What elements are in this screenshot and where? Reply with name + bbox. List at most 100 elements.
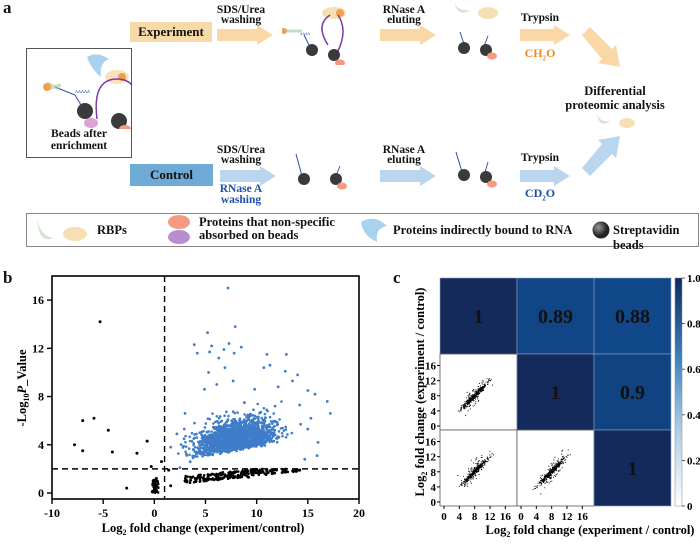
rbps-legend-icon xyxy=(37,220,87,241)
data-point xyxy=(538,481,540,483)
ctrl-step2-label-2: eluting xyxy=(387,154,421,166)
data-point xyxy=(480,390,482,392)
y-tick-label: 0 xyxy=(431,497,437,509)
x-tick-label: -5 xyxy=(98,506,108,520)
data-point xyxy=(223,444,226,447)
data-point xyxy=(478,383,480,385)
data-point xyxy=(553,468,555,470)
data-point xyxy=(268,469,272,473)
y-tick-label: 8 xyxy=(431,391,437,403)
data-point xyxy=(561,453,563,455)
data-point xyxy=(268,415,272,419)
data-point xyxy=(238,423,242,427)
data-point xyxy=(218,443,221,446)
data-point xyxy=(554,464,556,466)
data-point xyxy=(475,394,477,396)
data-point xyxy=(476,457,478,459)
data-point xyxy=(223,440,226,443)
data-point xyxy=(255,438,259,442)
data-point xyxy=(481,383,483,385)
data-point xyxy=(184,450,187,454)
data-point xyxy=(256,430,260,433)
data-point xyxy=(209,450,212,454)
data-point xyxy=(293,469,296,472)
data-point xyxy=(249,420,252,424)
data-point xyxy=(478,390,480,392)
data-point xyxy=(273,424,276,428)
data-point xyxy=(537,482,539,484)
heatmap-cell xyxy=(516,277,595,355)
y-tick-label: 4 xyxy=(38,438,44,452)
data-point xyxy=(245,414,249,418)
data-point xyxy=(234,425,237,429)
data-point xyxy=(232,351,236,355)
data-point xyxy=(198,477,202,481)
data-point xyxy=(472,398,474,401)
data-point xyxy=(255,415,259,419)
data-point xyxy=(92,416,96,420)
data-point xyxy=(313,392,317,396)
data-point xyxy=(556,466,558,468)
data-point xyxy=(135,451,139,455)
y-tick-label: 4 xyxy=(431,482,437,494)
data-point xyxy=(475,471,478,473)
data-point xyxy=(475,458,477,460)
beads-illustration: ʌʌʌʌʌ xyxy=(43,54,131,129)
data-point xyxy=(209,448,213,451)
data-point xyxy=(478,389,480,391)
data-point xyxy=(207,371,210,374)
data-point xyxy=(190,476,194,479)
data-point xyxy=(553,466,555,468)
data-point xyxy=(260,425,264,428)
data-point xyxy=(472,396,474,398)
data-point xyxy=(462,407,464,409)
data-point xyxy=(286,470,290,474)
data-point xyxy=(461,483,463,485)
data-point xyxy=(223,422,227,425)
data-point xyxy=(472,470,474,472)
data-point xyxy=(474,469,476,471)
data-point xyxy=(253,427,257,430)
ctrl-step1-label-1: SDS/Urea xyxy=(216,144,266,156)
data-point xyxy=(462,405,464,407)
data-point xyxy=(209,473,213,477)
data-point xyxy=(472,468,474,470)
data-point xyxy=(476,469,478,472)
data-point xyxy=(228,473,232,477)
data-point xyxy=(218,440,221,444)
data-point xyxy=(209,433,213,437)
data-point xyxy=(540,475,542,477)
data-point xyxy=(198,449,201,452)
data-point xyxy=(470,478,472,480)
data-point xyxy=(183,477,187,480)
data-point xyxy=(175,432,179,436)
data-point xyxy=(190,431,194,435)
data-point xyxy=(216,474,220,477)
data-point xyxy=(81,419,85,423)
data-point xyxy=(232,417,235,421)
legend-indirect: Proteins indirectly bound to RNA xyxy=(393,223,573,237)
data-point xyxy=(188,435,192,439)
data-point xyxy=(188,481,192,485)
data-point xyxy=(477,470,479,472)
bead-legend-icon xyxy=(592,221,610,239)
data-point xyxy=(556,462,558,464)
data-point xyxy=(233,441,236,445)
colorbar xyxy=(674,277,683,507)
data-point xyxy=(477,390,479,392)
data-point xyxy=(562,458,565,460)
data-point xyxy=(557,462,559,464)
data-point xyxy=(230,449,233,452)
legend-rbps: RBPs xyxy=(97,223,127,237)
data-point xyxy=(484,459,486,461)
data-point xyxy=(214,427,218,431)
data-point xyxy=(472,476,475,478)
data-point xyxy=(265,427,268,431)
data-point xyxy=(539,477,542,479)
data-point xyxy=(559,463,561,465)
data-point xyxy=(549,468,551,470)
data-point xyxy=(478,392,480,395)
data-point xyxy=(280,470,284,474)
data-point xyxy=(471,395,473,397)
data-point xyxy=(286,433,289,436)
